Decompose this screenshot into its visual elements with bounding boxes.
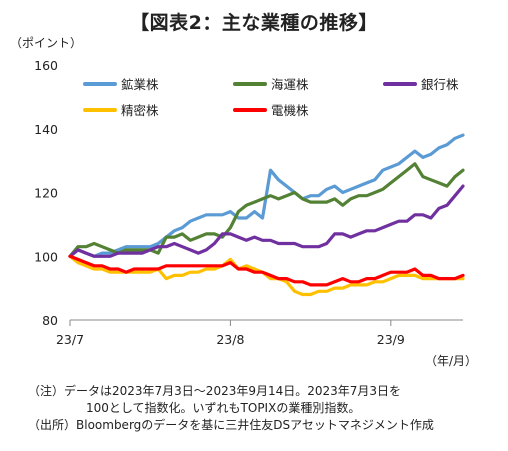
- notes: （注）データは2023年7月3日～2023年9月14日。2023年7月3日を 1…: [28, 383, 434, 434]
- note-line-2: 100として指数化。いずれもTOPIXの業種別指数。: [86, 401, 361, 415]
- legend-label: 精密株: [121, 103, 159, 118]
- legend-label: 電機株: [271, 103, 309, 118]
- series-line-1: [68, 133, 465, 258]
- legend-label: 海運株: [271, 77, 309, 92]
- series-line-3: [68, 184, 465, 258]
- axes: 80 100 120 140 160 23/7 23/8 23/9: [34, 58, 463, 347]
- y-axis-unit: （ポイント）: [10, 36, 83, 50]
- y-tick-label: 120: [34, 186, 58, 201]
- x-tick-label: 23/7: [56, 332, 84, 347]
- x-tick-label: 23/9: [377, 332, 405, 347]
- legend-label: 銀行株: [421, 77, 459, 92]
- x-axis-unit: （年/月）: [425, 354, 478, 368]
- series-layer: [68, 133, 465, 297]
- source-line: （出所）Bloombergのデータを基に三井住友DSアセットマネジメント作成: [28, 418, 434, 432]
- x-tick-label: 23/8: [216, 332, 244, 347]
- chart-title: 【図表2：主な業種の推移】: [130, 12, 378, 34]
- note-line-1: （注）データは2023年7月3日～2023年9月14日。2023年7月3日を: [28, 384, 402, 398]
- series-line-5: [68, 254, 465, 287]
- legend-label: 鉱業株: [121, 77, 159, 92]
- y-tick-label: 80: [42, 313, 58, 328]
- series-line-2: [68, 162, 465, 258]
- y-tick-label: 140: [34, 122, 58, 137]
- y-tick-label: 160: [34, 58, 58, 73]
- y-tick-label: 100: [34, 249, 58, 264]
